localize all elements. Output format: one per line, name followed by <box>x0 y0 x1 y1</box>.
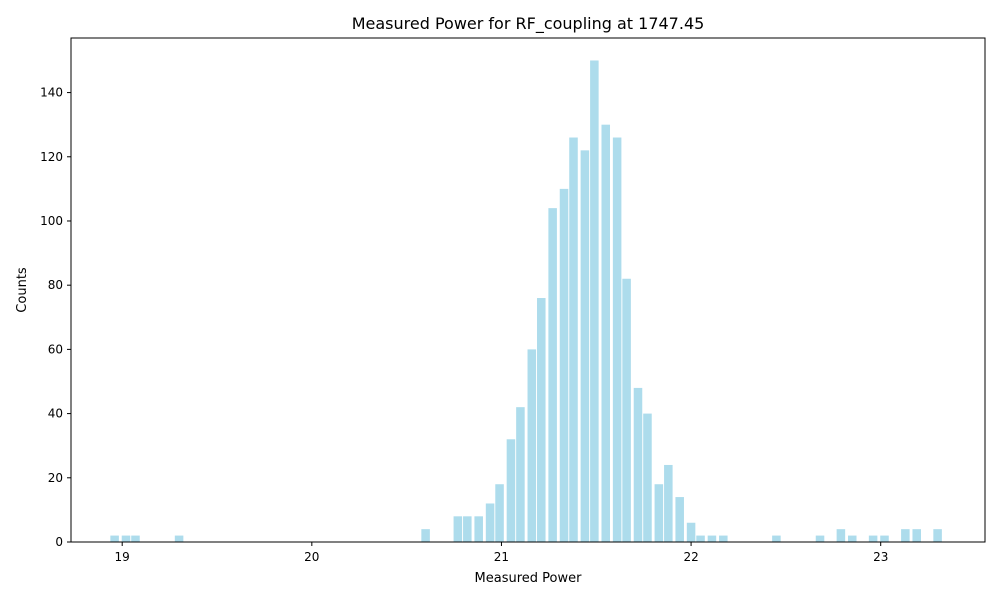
bar <box>121 535 131 542</box>
bar <box>654 484 664 542</box>
bar <box>912 529 921 542</box>
bar <box>590 60 599 542</box>
y-axis-ticks: 0 20 40 60 80 100 120 140 <box>40 86 71 549</box>
bar <box>174 535 184 542</box>
bar <box>719 535 728 542</box>
bars-group <box>110 60 942 543</box>
bar <box>516 407 525 542</box>
bar <box>868 535 878 542</box>
bar <box>463 516 472 542</box>
bar <box>559 188 569 542</box>
chart-title: Measured Power for RF_coupling at 1747.4… <box>352 14 705 34</box>
bar <box>506 439 516 542</box>
bar <box>772 535 781 542</box>
y-tick-label: 40 <box>48 407 63 421</box>
bar <box>612 137 622 542</box>
bar <box>686 522 696 542</box>
bar <box>622 278 631 542</box>
bar <box>485 503 495 542</box>
y-tick-label: 120 <box>40 150 63 164</box>
bar <box>453 516 463 542</box>
bar <box>548 208 557 542</box>
y-tick-label: 60 <box>48 342 63 356</box>
x-tick-label: 22 <box>683 550 698 564</box>
bar <box>527 349 537 542</box>
bar <box>537 298 546 542</box>
x-tick-label: 20 <box>304 550 319 564</box>
y-axis-title: Counts <box>15 267 30 313</box>
bar <box>131 535 140 542</box>
bar <box>696 535 705 542</box>
y-tick-label: 100 <box>40 214 63 228</box>
bar <box>474 516 483 542</box>
plot-frame <box>70 37 986 543</box>
bar <box>110 535 119 542</box>
bar <box>643 413 652 542</box>
x-tick-label: 23 <box>873 550 888 564</box>
bar <box>569 137 578 542</box>
bar <box>580 150 590 543</box>
bar <box>933 529 942 542</box>
bar <box>664 464 673 542</box>
x-tick-label: 19 <box>115 550 130 564</box>
bar <box>847 535 857 542</box>
bar <box>815 535 825 542</box>
bar <box>880 535 889 542</box>
bar <box>675 497 684 542</box>
bar <box>601 124 611 543</box>
y-tick-label: 0 <box>55 535 63 549</box>
bar <box>633 387 643 542</box>
bar <box>901 529 910 542</box>
x-axis-title: Measured Power <box>475 571 583 586</box>
bar <box>836 529 846 542</box>
y-tick-label: 20 <box>48 471 63 485</box>
y-tick-label: 80 <box>48 278 63 292</box>
bar <box>421 529 430 542</box>
bar <box>707 535 717 542</box>
bar <box>495 484 504 542</box>
x-tick-label: 21 <box>494 550 509 564</box>
x-axis-ticks: 19 20 21 22 23 <box>115 542 888 564</box>
y-tick-label: 140 <box>40 86 63 100</box>
